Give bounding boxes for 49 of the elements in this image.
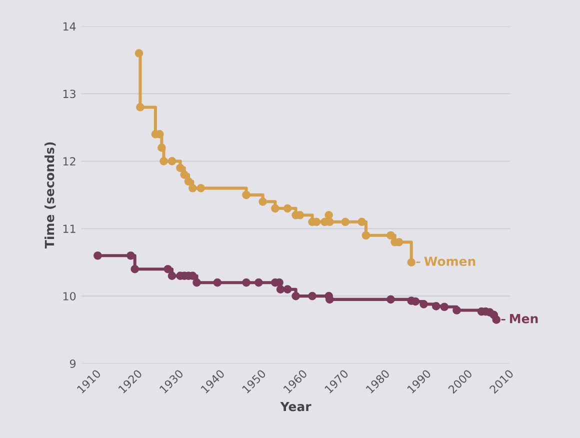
point xyxy=(492,316,501,324)
point xyxy=(341,218,350,226)
point xyxy=(308,292,316,300)
point xyxy=(276,285,285,294)
point xyxy=(126,251,135,260)
point xyxy=(440,302,449,312)
point xyxy=(271,204,280,213)
point xyxy=(432,302,440,310)
point xyxy=(168,157,176,166)
point xyxy=(180,170,189,179)
point xyxy=(254,278,263,287)
point xyxy=(420,300,428,308)
point xyxy=(196,184,206,192)
point xyxy=(283,285,292,294)
point xyxy=(362,231,370,240)
point xyxy=(283,204,292,213)
y-tick-label: 13 xyxy=(63,90,76,98)
x-axis-title: Year xyxy=(280,402,312,412)
y-tick-label: 14 xyxy=(63,22,76,30)
point xyxy=(386,295,395,304)
point xyxy=(258,197,267,206)
point xyxy=(134,49,144,58)
point xyxy=(184,177,193,186)
point xyxy=(192,278,201,287)
y-tick-label: 11 xyxy=(63,224,76,233)
point xyxy=(158,144,166,152)
point xyxy=(160,157,168,166)
point xyxy=(176,164,184,172)
point xyxy=(386,231,395,240)
point xyxy=(188,184,197,192)
point xyxy=(164,264,172,274)
point xyxy=(94,251,102,260)
point xyxy=(168,272,176,280)
point xyxy=(242,190,250,200)
point xyxy=(130,264,140,274)
point xyxy=(407,258,416,267)
y-tick-label: 9 xyxy=(70,360,76,368)
point xyxy=(292,292,300,300)
point xyxy=(213,278,222,287)
y-tick-label: 12 xyxy=(63,157,76,166)
point xyxy=(358,218,366,226)
legend-label: Women xyxy=(424,256,476,266)
y-axis-title: Time (seconds) xyxy=(44,142,56,248)
legend-label: Men xyxy=(510,314,538,324)
point xyxy=(452,306,461,314)
point xyxy=(136,103,144,112)
point xyxy=(242,278,250,287)
y-tick-label: 10 xyxy=(63,292,76,300)
point xyxy=(324,210,333,220)
